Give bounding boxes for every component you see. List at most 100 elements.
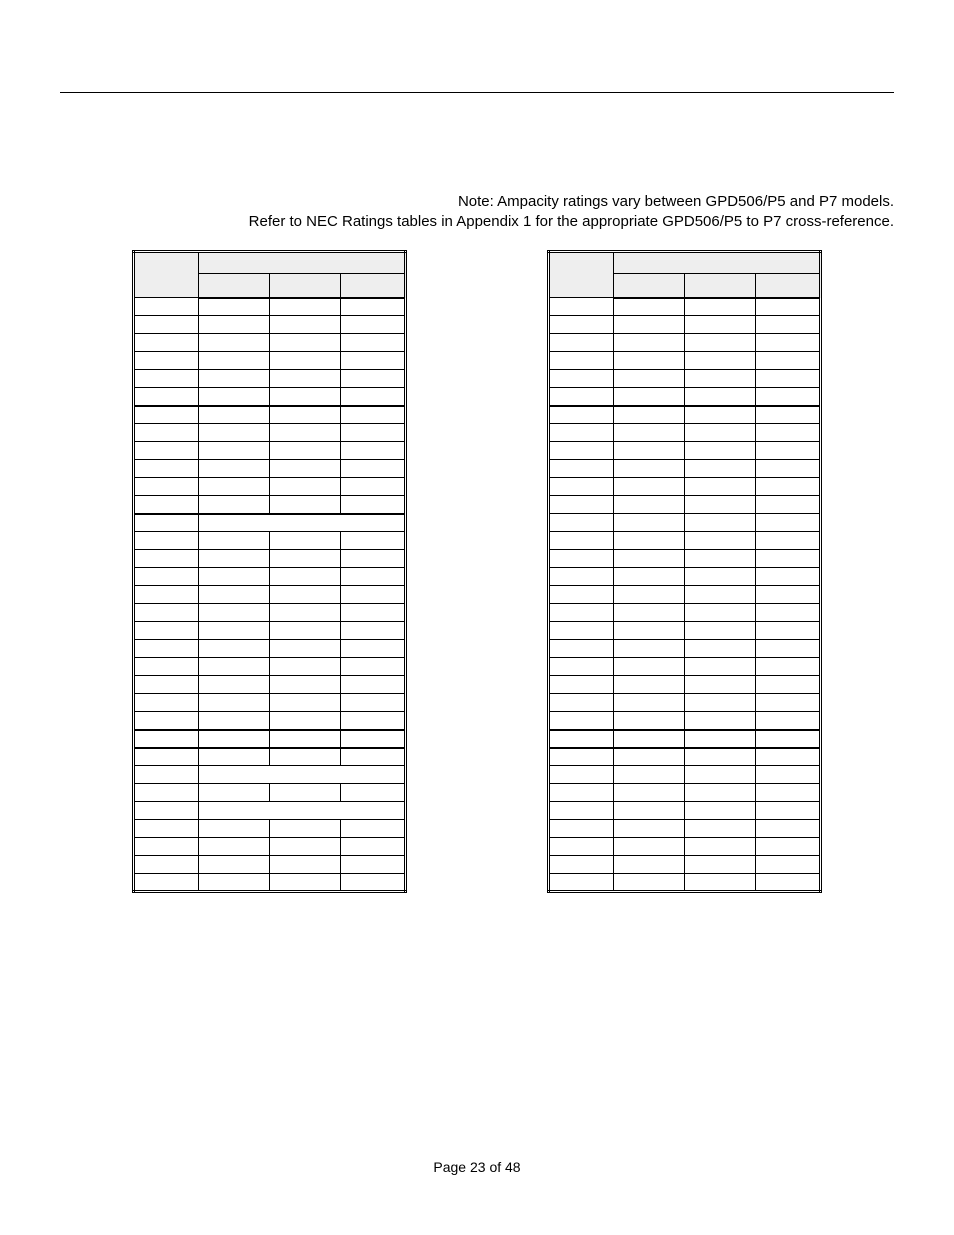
table-left-cell bbox=[134, 568, 199, 586]
table-left-h-col2 bbox=[199, 274, 270, 298]
table-right-cell bbox=[614, 766, 685, 784]
table-row bbox=[549, 766, 821, 784]
table-row bbox=[549, 316, 821, 334]
table-left-cell bbox=[269, 388, 340, 406]
table-right-cell bbox=[755, 568, 820, 586]
table-left-cell bbox=[340, 496, 405, 514]
table-row bbox=[134, 442, 406, 460]
table-right-cell bbox=[684, 532, 755, 550]
table-left-cell bbox=[134, 838, 199, 856]
table-left-cell bbox=[134, 298, 199, 316]
table-right-cell bbox=[684, 460, 755, 478]
table-row bbox=[549, 694, 821, 712]
table-right-cell bbox=[614, 748, 685, 766]
table-left-cell bbox=[134, 550, 199, 568]
table-row bbox=[549, 370, 821, 388]
table-right-cell bbox=[614, 676, 685, 694]
table-left-cell bbox=[199, 820, 270, 838]
table-right-cell bbox=[755, 478, 820, 496]
table-left-merged-cell bbox=[199, 766, 406, 784]
table-left-cell bbox=[269, 658, 340, 676]
table-right-cell bbox=[684, 370, 755, 388]
table-row bbox=[549, 334, 821, 352]
table-left-cell bbox=[340, 676, 405, 694]
table-right-cell bbox=[684, 496, 755, 514]
table-right-cell bbox=[614, 586, 685, 604]
table-right-cell bbox=[755, 676, 820, 694]
table-left-cell bbox=[269, 586, 340, 604]
table-right-cell bbox=[684, 694, 755, 712]
table-row bbox=[549, 640, 821, 658]
table-left-cell bbox=[269, 820, 340, 838]
table-row bbox=[134, 478, 406, 496]
table-right-h-col4 bbox=[755, 274, 820, 298]
table-right-cell bbox=[684, 856, 755, 874]
table-left-cell bbox=[199, 352, 270, 370]
table-right-cell bbox=[614, 730, 685, 748]
table-right-cell bbox=[614, 640, 685, 658]
table-right-cell bbox=[755, 334, 820, 352]
table-right-cell bbox=[549, 586, 614, 604]
table-left-cell bbox=[269, 478, 340, 496]
table-right-cell bbox=[549, 406, 614, 424]
table-row bbox=[549, 874, 821, 892]
table-left-cell bbox=[269, 856, 340, 874]
table-row bbox=[134, 568, 406, 586]
table-right-cell bbox=[614, 514, 685, 532]
table-left-cell bbox=[199, 532, 270, 550]
table-right-cell bbox=[684, 730, 755, 748]
table-right-cell bbox=[755, 730, 820, 748]
table-right-cell bbox=[614, 478, 685, 496]
table-left-cell bbox=[134, 874, 199, 892]
table-right-cell bbox=[755, 586, 820, 604]
table-right-cell bbox=[549, 460, 614, 478]
table-right-cell bbox=[755, 550, 820, 568]
table-right-cell bbox=[614, 838, 685, 856]
table-right-cell bbox=[755, 874, 820, 892]
table-right-cell bbox=[614, 604, 685, 622]
table-left-cell bbox=[134, 406, 199, 424]
table-right-cell bbox=[614, 496, 685, 514]
table-left-cell bbox=[134, 352, 199, 370]
table-left-cell bbox=[269, 712, 340, 730]
table-left-h-col1 bbox=[134, 252, 199, 298]
table-right-cell bbox=[684, 550, 755, 568]
table-left-merged-cell bbox=[199, 802, 406, 820]
table-row bbox=[549, 622, 821, 640]
table-row bbox=[549, 532, 821, 550]
table-left-cell bbox=[340, 424, 405, 442]
table-right-cell bbox=[684, 820, 755, 838]
table-left-cell bbox=[134, 532, 199, 550]
table-row bbox=[134, 532, 406, 550]
table-right-cell bbox=[684, 298, 755, 316]
table-left-cell bbox=[269, 316, 340, 334]
table-right-cell bbox=[755, 460, 820, 478]
table-left bbox=[132, 250, 407, 893]
table-row bbox=[549, 676, 821, 694]
table-right-cell bbox=[614, 658, 685, 676]
table-left-cell bbox=[199, 712, 270, 730]
table-row bbox=[134, 694, 406, 712]
table-right-cell bbox=[755, 622, 820, 640]
table-right-cell bbox=[614, 370, 685, 388]
table-row bbox=[134, 874, 406, 892]
table-left-cell bbox=[199, 424, 270, 442]
table-right-cell bbox=[614, 784, 685, 802]
table-left-cell bbox=[340, 334, 405, 352]
table-right-cell bbox=[684, 676, 755, 694]
table-left-cell bbox=[199, 334, 270, 352]
table-row bbox=[549, 406, 821, 424]
table-right-cell bbox=[549, 640, 614, 658]
table-right-cell bbox=[549, 388, 614, 406]
table-left-cell bbox=[269, 424, 340, 442]
table-left-cell bbox=[134, 820, 199, 838]
table-row bbox=[549, 478, 821, 496]
table-left-cell bbox=[199, 496, 270, 514]
table-left-cell bbox=[269, 298, 340, 316]
table-left-cell bbox=[199, 622, 270, 640]
table-right-cell bbox=[684, 622, 755, 640]
table-right-cell bbox=[614, 316, 685, 334]
table-left-cell bbox=[199, 406, 270, 424]
table-row bbox=[549, 298, 821, 316]
table-right-cell bbox=[755, 712, 820, 730]
